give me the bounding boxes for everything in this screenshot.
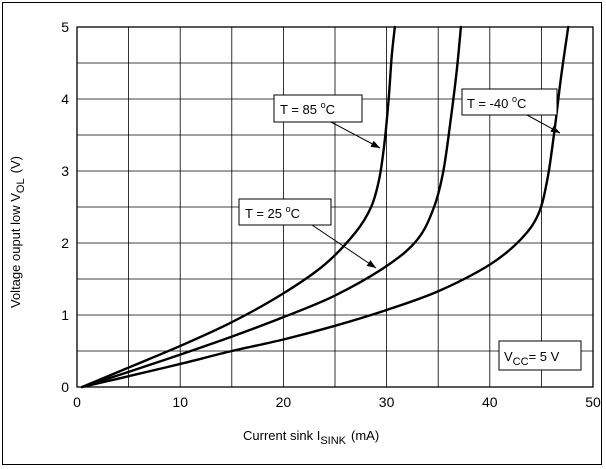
degree-symbol: o bbox=[286, 204, 291, 214]
label-25c-box bbox=[238, 198, 332, 226]
x-tick-label: 50 bbox=[585, 394, 601, 410]
label-minus40c-text-unit: C bbox=[517, 96, 526, 111]
x-tick-labels: 0 10 20 30 40 50 bbox=[73, 394, 601, 410]
x-tick-label: 10 bbox=[172, 394, 188, 410]
label-25c: T = 25 oC bbox=[238, 198, 377, 269]
x-tick-label: 40 bbox=[482, 394, 498, 410]
vcc-annotation-text: VCC= 5 V bbox=[504, 349, 560, 368]
figure-frame bbox=[2, 2, 602, 465]
label-minus40c: T = -40 oC bbox=[461, 88, 561, 134]
x-tick-label: 30 bbox=[379, 394, 395, 410]
vcc-annotation-rest: = 5 V bbox=[529, 349, 560, 364]
y-tick-label: 5 bbox=[61, 19, 69, 35]
vcc-annotation-sub: CC bbox=[513, 356, 529, 368]
plot-border bbox=[76, 26, 594, 388]
label-minus40c-text: T = -40 oC bbox=[467, 94, 526, 111]
label-25c-text-unit: C bbox=[291, 206, 300, 221]
label-85c-text-unit: C bbox=[326, 102, 335, 117]
curves bbox=[80, 25, 570, 389]
label-85c: T = 85 oC bbox=[273, 94, 381, 149]
grid bbox=[77, 27, 593, 387]
x-axis-title-unit: (mA) bbox=[351, 428, 379, 443]
label-85c-leader bbox=[330, 121, 381, 149]
label-85c-arrowhead bbox=[370, 140, 380, 148]
x-tick-label: 0 bbox=[73, 394, 81, 410]
y-axis-title-sub: OL bbox=[15, 178, 27, 193]
label-minus40c-text-main: T = -40 bbox=[467, 96, 512, 111]
degree-symbol: o bbox=[512, 94, 517, 104]
x-tick-label: 20 bbox=[276, 394, 292, 410]
y-tick-label: 0 bbox=[61, 379, 69, 395]
y-tick-label: 3 bbox=[61, 163, 69, 179]
label-85c-text: T = 85 oC bbox=[280, 100, 335, 117]
label-25c-text: T = 25 oC bbox=[245, 204, 300, 221]
vcc-annotation-main: V bbox=[504, 349, 513, 364]
y-tick-labels: 0 1 2 3 4 5 bbox=[61, 19, 69, 395]
curve-25c bbox=[80, 25, 463, 389]
label-25c-text-main: T = 25 bbox=[245, 206, 286, 221]
vcc-annotation: VCC= 5 V bbox=[498, 340, 582, 371]
x-axis-title-main: Current sink I bbox=[243, 428, 320, 443]
series-labels: T = 85 oCT = 25 oCT = -40 oC bbox=[238, 88, 561, 269]
curve-85c bbox=[80, 25, 397, 389]
y-axis-title-main: Voltage ouput low V bbox=[8, 193, 23, 308]
curve-minus40c bbox=[80, 25, 570, 389]
label-25c-arrowhead bbox=[366, 260, 376, 268]
vcc-annotation-box bbox=[498, 340, 582, 371]
y-tick-label: 4 bbox=[61, 91, 69, 107]
x-axis-title-sub: SINK bbox=[320, 435, 346, 447]
label-25c-leader bbox=[311, 224, 377, 269]
label-85c-box bbox=[273, 94, 363, 123]
y-axis-title-unit: (V) bbox=[8, 156, 23, 173]
label-85c-text-main: T = 85 bbox=[280, 102, 321, 117]
x-axis-title: Current sink ISINK (mA) bbox=[243, 428, 379, 447]
y-axis-title: Voltage ouput low VOL (V) bbox=[8, 156, 27, 308]
label-minus40c-arrowhead bbox=[550, 125, 560, 133]
degree-symbol: o bbox=[321, 100, 326, 110]
y-tick-label: 2 bbox=[61, 235, 69, 251]
label-minus40c-box bbox=[461, 88, 558, 116]
y-tick-label: 1 bbox=[61, 307, 69, 323]
